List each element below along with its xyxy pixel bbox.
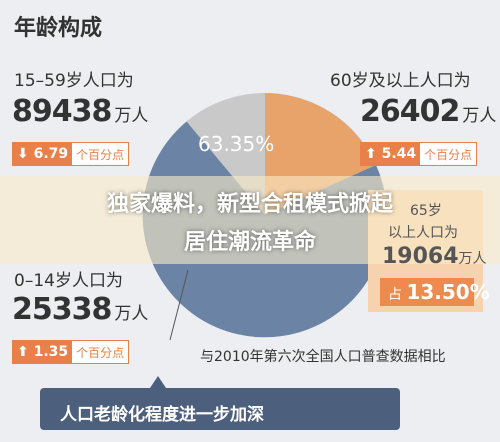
change-value: 6.79 bbox=[33, 146, 69, 162]
change: ⬇ 6.79 bbox=[13, 143, 73, 165]
share-prefix: 占 bbox=[388, 287, 402, 303]
number: 25338 bbox=[12, 292, 112, 327]
change: ⬆ 5.44 bbox=[361, 143, 421, 165]
pie-label: 63.35% bbox=[198, 132, 275, 156]
banner-bg bbox=[40, 388, 400, 430]
unit: 万人 bbox=[462, 106, 497, 126]
change-value: 1.35 bbox=[33, 344, 69, 360]
headline: 居住潮流革命 bbox=[183, 230, 316, 255]
change-value: 5.44 bbox=[381, 146, 417, 162]
note: 与2010年第六次全国人口普查数据相比 bbox=[200, 349, 446, 365]
headline: 独家爆料，新型合租模式掀起 bbox=[106, 192, 393, 217]
change-badge: ⬇ 6.79 个百分点 bbox=[12, 142, 130, 166]
unit: 万人 bbox=[458, 251, 487, 267]
title: 年龄构成 bbox=[14, 16, 103, 41]
change-unit: 个百分点 bbox=[424, 147, 473, 162]
group-number: 25338 万人 bbox=[12, 292, 148, 327]
change: ⬆ 1.35 bbox=[13, 341, 73, 363]
change-unit: 个百分点 bbox=[76, 345, 125, 360]
number: 89438 bbox=[12, 94, 112, 129]
unit: 万人 bbox=[114, 106, 149, 126]
group-label: 60岁及以上人口为 bbox=[330, 71, 471, 91]
share-box bbox=[380, 278, 474, 306]
share-value: 13.50% bbox=[406, 280, 490, 304]
number: 26402 bbox=[360, 94, 460, 129]
overlay-band bbox=[0, 176, 500, 264]
change-unit: 个百分点 bbox=[76, 147, 125, 162]
group-label: 0–14岁人口为 bbox=[14, 271, 123, 291]
change-badge: ⬆ 1.35 个百分点 bbox=[12, 340, 130, 364]
change-badge: ⬆ 5.44 个百分点 bbox=[360, 142, 478, 166]
banner-arrow bbox=[150, 376, 166, 388]
unit: 万人 bbox=[114, 304, 149, 324]
banner: 人口老龄化程度进一步加深 bbox=[60, 405, 264, 425]
sub-number: 19064万人 bbox=[382, 244, 487, 269]
share: 占 13.50% bbox=[388, 280, 490, 304]
group-number: 89438 万人 bbox=[12, 94, 148, 129]
sub-line1: 65岁 bbox=[410, 203, 442, 219]
sub-line2: 以上人口为 bbox=[388, 225, 458, 241]
number: 19064 bbox=[382, 244, 459, 269]
leader-line bbox=[169, 269, 189, 341]
group-label: 15–59岁人口为 bbox=[14, 71, 134, 91]
group-number: 26402 万人 bbox=[360, 94, 496, 129]
